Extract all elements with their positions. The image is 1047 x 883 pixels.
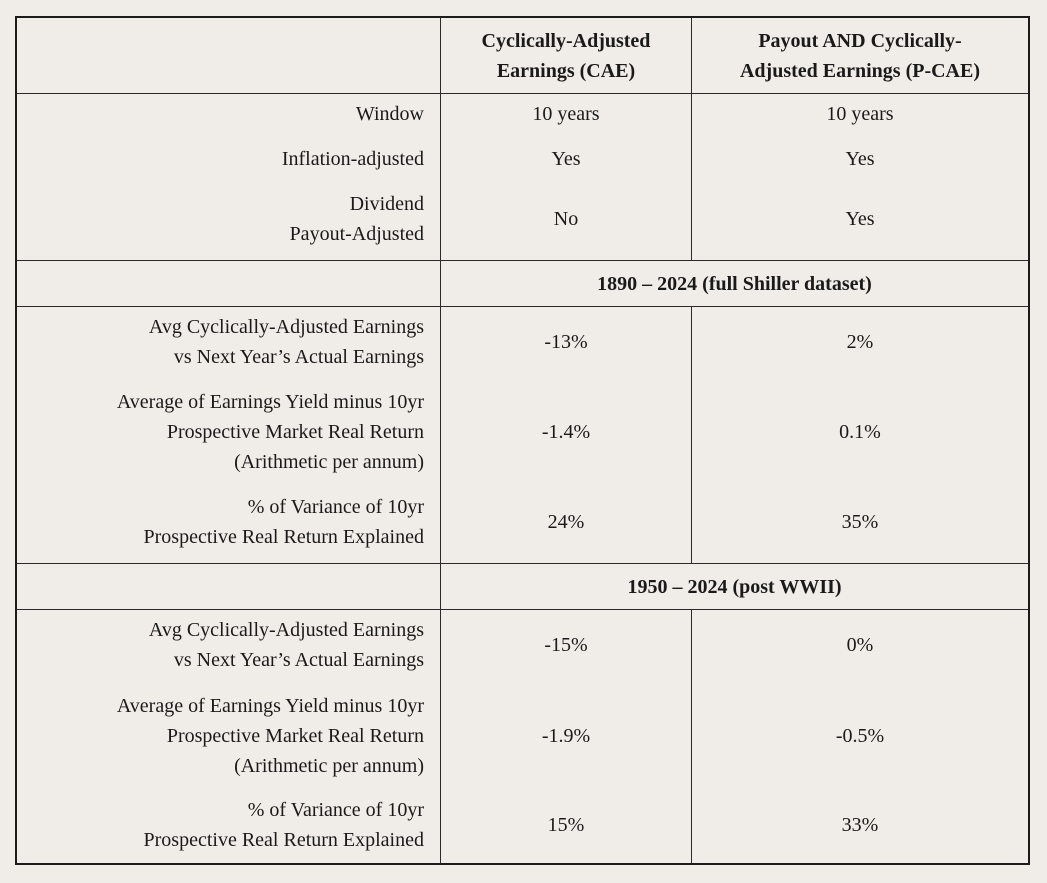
header-divider [17, 93, 1028, 94]
s2-pcae-variance: 33% [841, 814, 879, 836]
s2-row-label-avg-cae-line2: vs Next Year’s Actual Earnings [173, 649, 424, 671]
s1-row-label-variance-line2: Prospective Real Return Explained [143, 526, 424, 548]
s2-row-label-yield: Average of Earnings Yield minus 10yr Pro… [17, 691, 440, 781]
s1-row-label-yield: Average of Earnings Yield minus 10yr Pro… [17, 387, 440, 477]
s2-row-label-variance-line1: % of Variance of 10yr [247, 799, 424, 821]
s1-row-label-avg-cae-line2: vs Next Year’s Actual Earnings [173, 346, 424, 368]
cae-payout: No [553, 208, 579, 230]
s1-row-label-variance-line1: % of Variance of 10yr [247, 496, 424, 518]
section-title-1950: 1950 – 2024 (post WWII) [627, 575, 842, 598]
s2-row-label-yield-line1: Average of Earnings Yield minus 10yr [116, 695, 424, 717]
section-title-1890: 1890 – 2024 (full Shiller dataset) [597, 272, 872, 295]
cae-inflation: Yes [551, 148, 581, 170]
s2-row-label-variance-line2: Prospective Real Return Explained [143, 829, 424, 851]
column-header-cae-line2: Earnings (CAE) [496, 59, 636, 82]
s2-cae-variance: 15% [547, 814, 585, 836]
s2-cae-avg: -15% [544, 634, 588, 656]
s2-row-label-avg-cae-line1: Avg Cyclically-Adjusted Earnings [148, 619, 424, 641]
pcae-window: 10 years [826, 103, 894, 125]
column-header-pcae: Payout AND Cyclically- Adjusted Earnings… [692, 18, 1028, 93]
comparison-table: Cyclically-Adjusted Earnings (CAE) Payou… [15, 16, 1030, 865]
cae-window: 10 years [532, 103, 600, 125]
column-header-cae-line1: Cyclically-Adjusted [481, 29, 651, 52]
s1-row-label-avg-cae: Avg Cyclically-Adjusted Earnings vs Next… [17, 312, 440, 372]
row-label-window: Window [355, 103, 424, 125]
s1-cae-yield: -1.4% [541, 421, 591, 443]
s1-pcae-variance: 35% [841, 511, 879, 533]
section2-title-divider [17, 609, 1028, 610]
method-column-divider-s2 [691, 609, 692, 863]
s1-row-label-variance: % of Variance of 10yr Prospective Real R… [17, 492, 440, 552]
s2-pcae-yield: -0.5% [835, 725, 885, 747]
s1-pcae-avg: 2% [846, 331, 874, 353]
s2-pcae-avg: 0% [846, 634, 874, 656]
pcae-inflation: Yes [845, 148, 875, 170]
section2-top-divider [17, 563, 1028, 564]
s2-row-label-variance: % of Variance of 10yr Prospective Real R… [17, 795, 440, 855]
method-column-divider-s1 [691, 306, 692, 563]
s1-row-label-yield-line3: (Arithmetic per annum) [234, 451, 424, 473]
s1-row-label-yield-line2: Prospective Market Real Return [166, 421, 424, 443]
row-label-payout: Dividend Payout-Adjusted [17, 189, 440, 249]
section1-title-divider [17, 306, 1028, 307]
method-column-divider-top [691, 18, 692, 260]
s1-row-label-avg-cae-line1: Avg Cyclically-Adjusted Earnings [148, 316, 424, 338]
s2-row-label-yield-line3: (Arithmetic per annum) [234, 755, 424, 777]
column-header-pcae-line2: Adjusted Earnings (P-CAE) [739, 59, 981, 82]
label-column-divider [440, 18, 441, 863]
column-header-pcae-line1: Payout AND Cyclically- [758, 29, 962, 52]
s1-cae-variance: 24% [547, 511, 585, 533]
column-header-cae: Cyclically-Adjusted Earnings (CAE) [441, 18, 691, 93]
row-label-payout-line2: Payout-Adjusted [289, 223, 424, 245]
s2-row-label-avg-cae: Avg Cyclically-Adjusted Earnings vs Next… [17, 615, 440, 675]
s1-cae-avg: -13% [544, 331, 588, 353]
section1-top-divider [17, 260, 1028, 261]
pcae-payout: Yes [845, 208, 875, 230]
s2-cae-yield: -1.9% [541, 725, 591, 747]
s2-row-label-yield-line2: Prospective Market Real Return [166, 725, 424, 747]
row-label-inflation: Inflation-adjusted [281, 148, 424, 170]
row-label-payout-line1: Dividend [349, 193, 424, 215]
s1-row-label-yield-line1: Average of Earnings Yield minus 10yr [116, 391, 424, 413]
s1-pcae-yield: 0.1% [839, 421, 881, 443]
